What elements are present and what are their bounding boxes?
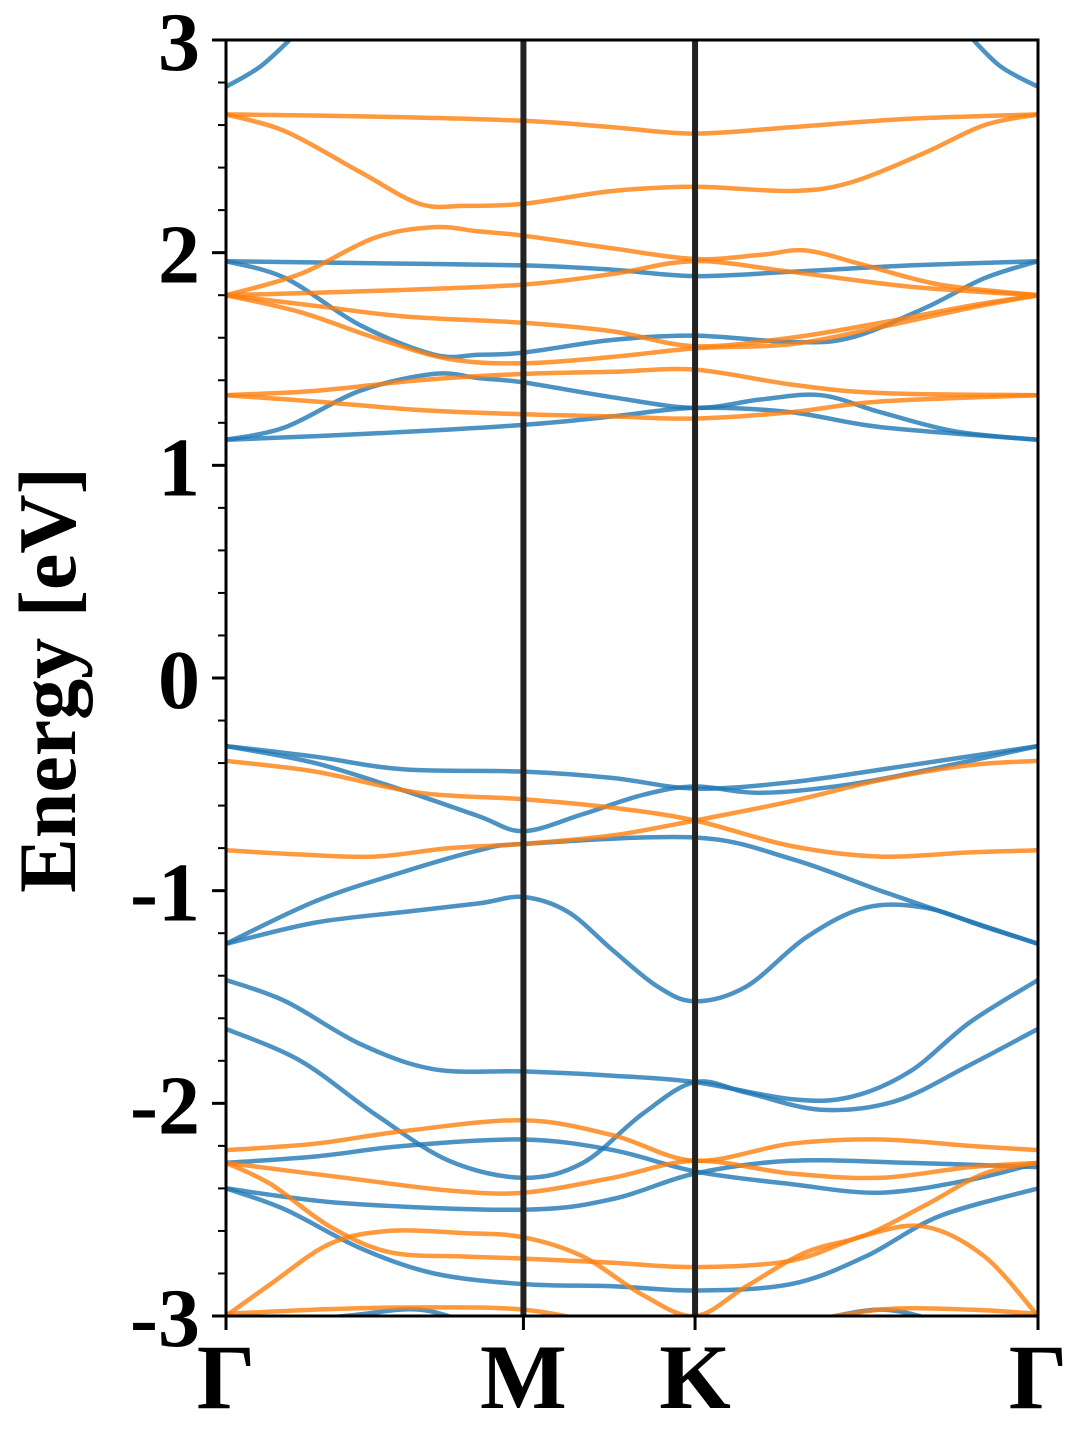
x-tick-label: K <box>659 1326 731 1428</box>
y-tick-label: -3 <box>130 1272 200 1365</box>
spin-up-band-6 <box>226 1137 1038 1195</box>
spin-up-band-0 <box>226 743 1038 791</box>
spin-up-band-1 <box>226 743 1038 834</box>
x-tick-label: M <box>480 1326 567 1428</box>
spin-up-band-11 <box>226 40 293 89</box>
x-tick-label: Γ <box>1009 1326 1068 1428</box>
spin-down-band-31 <box>226 366 1038 398</box>
spin-down-band-30 <box>226 292 1038 366</box>
spin-up-band-4 <box>226 977 1038 1103</box>
spin-down-band-21 <box>226 1160 1038 1316</box>
spin-down-band-24 <box>821 1305 1038 1316</box>
spin-down-band-19 <box>226 1118 1038 1164</box>
spin-down-band-20 <box>226 1158 1038 1196</box>
spin-up-band-13 <box>226 258 1038 279</box>
x-tick-label: Γ <box>197 1326 256 1428</box>
kpoint-lines <box>520 40 699 1316</box>
y-tick-label: 2 <box>158 209 200 302</box>
y-tick-label: 3 <box>158 0 200 89</box>
spin-down-band-25 <box>226 112 1038 136</box>
y-tick-label: -2 <box>130 1059 200 1152</box>
spin-down-band-29 <box>226 292 1038 349</box>
spin-up-band-7 <box>226 1157 1038 1213</box>
spin-up-band-2 <box>226 834 1038 946</box>
spin-up-band-14 <box>226 259 1038 360</box>
spin-down-band-23 <box>226 1305 576 1316</box>
spin-down-band-22 <box>226 1160 1038 1316</box>
y-axis-label: Energy [eV] <box>2 467 93 893</box>
y-axis-ticks: -3 -2 -1 0 1 2 3 <box>130 0 226 1365</box>
y-tick-label: 0 <box>158 634 200 727</box>
spin-up-band-8 <box>226 1186 1038 1293</box>
y-tick-label: -1 <box>130 847 200 940</box>
spin-down-band-18 <box>226 758 1038 860</box>
band-lines <box>226 40 1038 1316</box>
spin-up-band-15 <box>226 371 1038 443</box>
spin-down-band-32 <box>226 392 1038 421</box>
spin-up-band-3 <box>226 894 1038 1004</box>
spin-up-band-12 <box>970 40 1038 89</box>
spin-up-band-5 <box>226 1026 1038 1181</box>
spin-down-band-28 <box>226 258 1038 298</box>
y-tick-label: 1 <box>158 421 200 514</box>
spin-down-band-26 <box>226 112 1038 210</box>
spin-down-band-17 <box>226 758 1038 860</box>
spin-down-band-27 <box>226 224 1038 298</box>
spin-up-band-16 <box>226 405 1038 443</box>
